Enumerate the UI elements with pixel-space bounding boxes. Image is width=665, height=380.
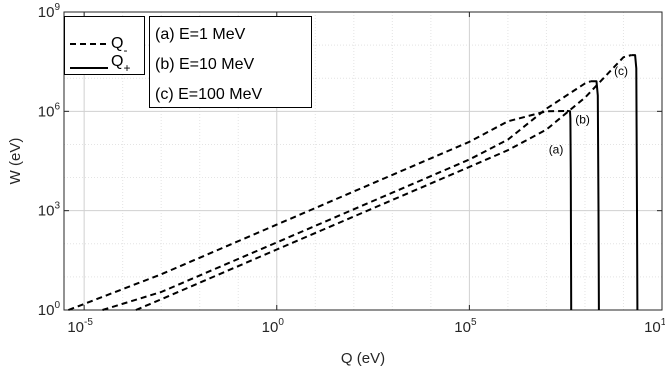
energy-legend-box	[149, 16, 312, 108]
curve-label: (a)	[549, 142, 564, 156]
x-tick-label-base: 10	[644, 319, 661, 336]
legend-q-minus: Q-	[111, 35, 127, 57]
legend-q-minus-sub: -	[123, 43, 127, 57]
y-tick-label: 109	[38, 2, 61, 21]
x-tick-label-exponent: 10	[661, 317, 665, 328]
x-tick-label-base: 10	[262, 319, 279, 336]
x-tick-label-exponent: -5	[84, 317, 93, 328]
curve-labels: (a) (b) (c)	[549, 64, 628, 156]
curves	[68, 54, 639, 311]
y-tick-label-base: 10	[38, 4, 55, 21]
y-tick-label-base: 10	[38, 203, 55, 220]
q-minus-curve	[135, 54, 632, 311]
y-tick-label: 103	[38, 201, 61, 220]
x-tick-label: 1010	[644, 317, 665, 336]
x-tick-label-base: 10	[67, 319, 84, 336]
legend-q-plus-sub: +	[123, 61, 130, 75]
legend-energy-c: (c) E=100 MeV	[155, 86, 262, 103]
x-axis-label: Q (eV)	[341, 350, 385, 367]
y-tick-label-base: 10	[38, 302, 55, 319]
y-tick-label-exponent: 0	[54, 300, 60, 311]
axis-ticks	[64, 11, 663, 311]
legend-energy-b: (b) E=10 MeV	[155, 56, 254, 73]
curve-label: (c)	[614, 64, 628, 78]
y-tick-label: 100	[38, 300, 61, 319]
energy-legend: (a) E=1 MeV (b) E=10 MeV (c) E=100 MeV	[149, 16, 312, 108]
legend-q-minus-symbol: Q	[111, 35, 123, 52]
q-plus-curve	[590, 80, 600, 311]
y-tick-label-base: 10	[38, 103, 55, 120]
y-axis-label: W (eV)	[7, 138, 24, 185]
line-style-legend: Q- Q+	[64, 16, 145, 75]
x-tick-label-base: 10	[454, 319, 471, 336]
tick-labels: 10-51001051010100103106109	[38, 2, 665, 336]
y-tick-label-exponent: 6	[54, 101, 60, 112]
x-tick-label: 100	[262, 317, 285, 336]
x-tick-label-exponent: 5	[471, 317, 477, 328]
plot-area-frame	[63, 11, 663, 311]
line-style-legend-box	[64, 16, 145, 75]
q-minus-curve	[102, 80, 591, 311]
x-tick-label-exponent: 0	[278, 317, 284, 328]
y-tick-label: 106	[38, 101, 61, 120]
q-plus-curve	[566, 109, 573, 311]
y-tick-label-exponent: 3	[54, 201, 60, 212]
curve-label: (b)	[575, 112, 590, 126]
y-tick-label-exponent: 9	[54, 2, 60, 13]
q-plus-curve	[631, 54, 639, 311]
legend-q-plus-symbol: Q	[111, 53, 123, 70]
legend-energy-a: (a) E=1 MeV	[155, 26, 246, 43]
x-tick-label: 10-5	[67, 317, 93, 336]
legend-q-plus: Q+	[111, 53, 130, 75]
x-tick-label: 105	[454, 317, 477, 336]
